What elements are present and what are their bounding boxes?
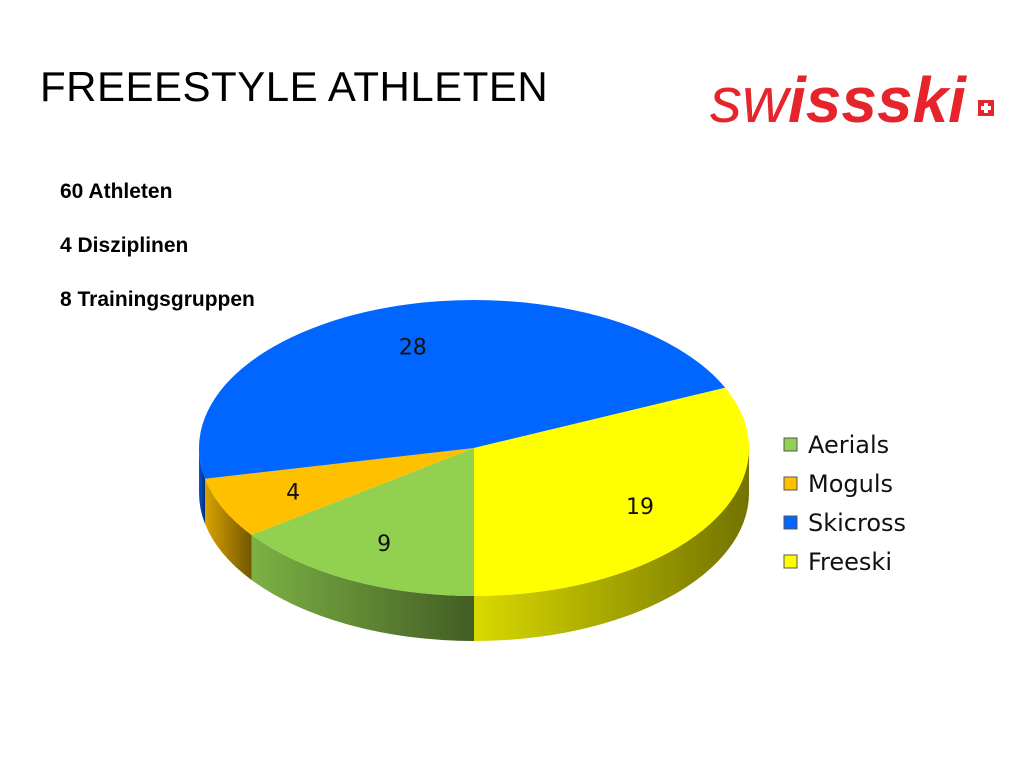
pie-slice-aerials xyxy=(251,448,474,596)
data-label-moguls: 4 xyxy=(286,480,300,505)
legend-item-aerials: Aerials xyxy=(783,431,889,459)
pie-side-aerials xyxy=(251,534,474,641)
legend-label-freeski: Freeski xyxy=(808,548,892,576)
chart-legend: Aerials Moguls Skicross Freeski xyxy=(783,431,906,576)
data-label-skicross: 28 xyxy=(399,336,427,361)
fact-disciplines: 4 Disziplinen xyxy=(60,234,189,257)
pie-side-moguls xyxy=(205,478,252,580)
pie-side-freeski xyxy=(474,448,749,641)
legend-label-moguls: Moguls xyxy=(808,470,893,498)
data-label-aerials: 9 xyxy=(377,532,391,557)
legend-swatch-moguls xyxy=(783,476,798,491)
legend-item-moguls: Moguls xyxy=(783,470,893,498)
legend-label-aerials: Aerials xyxy=(808,431,889,459)
pie-slices xyxy=(199,300,749,596)
data-label-freeski: 19 xyxy=(626,495,654,520)
legend-label-skicross: Skicross xyxy=(808,509,906,537)
fact-training-groups: 8 Trainingsgruppen xyxy=(60,288,255,311)
pie-slice-freeski xyxy=(474,387,749,596)
fact-athletes: 60 Athleten xyxy=(60,180,173,203)
legend-item-skicross: Skicross xyxy=(783,509,906,537)
svg-text:sw: sw xyxy=(710,64,792,132)
legend-swatch-freeski xyxy=(783,554,798,569)
swissski-logo: sw issski xyxy=(710,64,994,132)
svg-text:issski: issski xyxy=(788,64,967,132)
facts-list: 60 Athleten 4 Disziplinen 8 Trainingsgru… xyxy=(60,178,255,340)
page-title: FREEESTYLE ATHLETEN xyxy=(40,63,549,110)
pie-slice-moguls xyxy=(205,448,475,535)
legend-swatch-aerials xyxy=(783,437,798,452)
pie-side-walls xyxy=(199,448,749,641)
legend-swatch-skicross xyxy=(783,515,798,530)
pie-data-labels: 9 4 28 19 xyxy=(286,336,654,557)
legend-item-freeski: Freeski xyxy=(783,548,892,576)
pie-side-skicross xyxy=(199,448,206,524)
pie-slice-skicross xyxy=(199,300,726,479)
